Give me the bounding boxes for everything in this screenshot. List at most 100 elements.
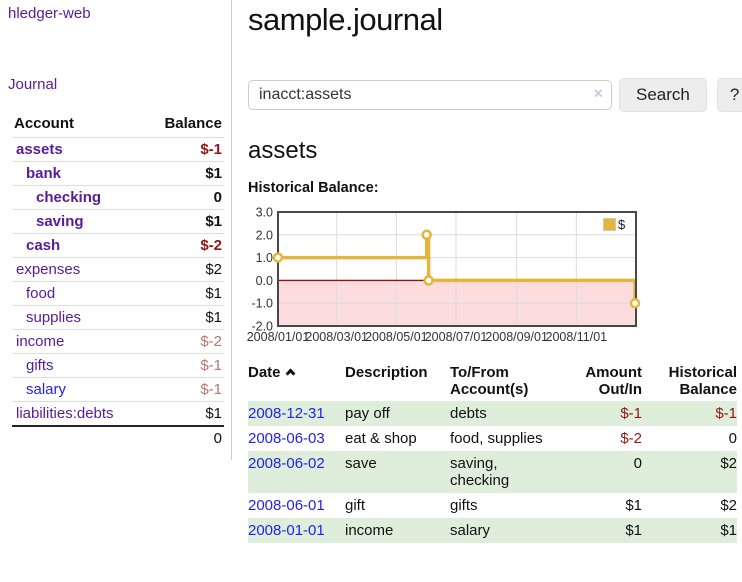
account-balance: $-1: [144, 377, 224, 402]
transaction-balance: $1: [642, 518, 737, 543]
account-balance: $-1: [144, 353, 224, 378]
transaction-description: eat & shop: [345, 430, 417, 447]
nav-journal-link[interactable]: Journal: [8, 76, 58, 93]
historical-balance-chart: 3.0 2.0 1.0 0.0 -1.0 -2.0 2008/01/01 2008/03/01…: [240, 206, 680, 347]
brand: hledger-web: [8, 5, 231, 23]
account-balance: $1: [144, 281, 224, 306]
svg-text:2008/05/01: 2008/05/01: [365, 330, 428, 344]
register-row: 2008-06-03 eat & shop food, supplies $-2…: [248, 426, 737, 451]
svg-text:2008/11/01: 2008/11/01: [546, 330, 608, 344]
account-balance: $1: [144, 401, 224, 426]
account-balance: $1: [144, 161, 224, 186]
accounts-col-account: Account: [14, 115, 74, 132]
svg-text:2008/09/01: 2008/09/01: [485, 330, 548, 344]
sidebar: hledger-web Journal Account Balance asse…: [0, 0, 232, 460]
search-help-button[interactable]: ?: [716, 78, 742, 112]
svg-text:2008/07/01: 2008/07/01: [425, 330, 488, 344]
account-balance: $1: [144, 209, 224, 234]
transaction-balance: $-1: [642, 401, 737, 426]
account-row: supplies $1: [12, 305, 224, 330]
chart-legend: $: [601, 216, 628, 233]
register-col-description: Description: [345, 364, 428, 381]
account-link-expenses[interactable]: expenses: [16, 261, 81, 278]
register-col-date[interactable]: Date: [248, 360, 345, 401]
transaction-accounts: gifts: [450, 497, 478, 514]
account-balance: $2: [144, 257, 224, 282]
transaction-description: gift: [345, 497, 366, 514]
account-row: saving $1: [12, 209, 224, 234]
transaction-accounts: saving, checking: [450, 451, 583, 493]
svg-text:2008/03/01: 2008/03/01: [305, 330, 368, 344]
transaction-date-link[interactable]: 2008-12-31: [248, 405, 325, 422]
svg-text:3.0: 3.0: [256, 206, 273, 220]
svg-text:2.0: 2.0: [256, 228, 273, 242]
account-balance: $1: [144, 305, 224, 330]
account-link-saving[interactable]: saving: [36, 213, 84, 230]
account-row: assets $-1: [12, 137, 224, 162]
svg-text:-1.0: -1.0: [251, 297, 273, 311]
register-row: 2008-01-01 income salary $1 $1: [248, 518, 737, 543]
account-link-assets[interactable]: assets: [16, 141, 63, 158]
register-header-row: Date Description To/From Account(s) Amou…: [248, 360, 737, 401]
account-row: gifts $-1: [12, 353, 224, 378]
accounts-table: Account Balance assets $-1 bank $1 check…: [12, 111, 224, 450]
clear-search-icon[interactable]: ×: [593, 85, 603, 103]
register-table: Date Description To/From Account(s) Amou…: [248, 360, 737, 543]
transaction-date-link[interactable]: 2008-01-01: [248, 522, 325, 539]
register-col-balance: Historical Balance: [668, 364, 737, 398]
account-link-food[interactable]: food: [26, 285, 56, 302]
account-link-income[interactable]: income: [16, 333, 65, 350]
transaction-description: pay off: [345, 401, 450, 426]
register-row: 2008-06-01 gift gifts $1 $2: [248, 493, 737, 518]
chart-plot: 3.0 2.0 1.0 0.0 -1.0 -2.02008/01/012008/03/01…: [247, 206, 641, 344]
chart-title: Historical Balance:: [248, 180, 379, 196]
transaction-date-link[interactable]: 2008-06-03: [248, 430, 325, 447]
search-input[interactable]: [248, 80, 612, 110]
account-row: food $1: [12, 281, 224, 306]
transaction-amount: $1: [583, 518, 642, 543]
page-title: sample.journal: [248, 2, 443, 37]
sidebar-nav: Journal: [8, 76, 231, 94]
account-link-checking[interactable]: checking: [36, 189, 102, 206]
search-button[interactable]: Search: [619, 78, 707, 112]
account-row: cash $-2: [12, 233, 224, 258]
transaction-balance: $2: [642, 451, 737, 493]
svg-text:2008/01/01: 2008/01/01: [247, 330, 310, 344]
search-bar: × Search ?: [248, 78, 742, 112]
legend-swatch-icon: [603, 218, 616, 231]
svg-text:0.0: 0.0: [256, 274, 273, 288]
register-col-amount: Amount Out/In: [585, 364, 642, 398]
transaction-date-link[interactable]: 2008-06-01: [248, 497, 325, 514]
transaction-date-link[interactable]: 2008-06-02: [248, 455, 325, 472]
svg-text:-2.0: -2.0: [251, 320, 273, 334]
transaction-amount: $-2: [620, 430, 642, 447]
hledger-web-app: hledger-web Journal Account Balance asse…: [0, 0, 742, 543]
account-link-liabilities-debts[interactable]: liabilities:debts: [16, 405, 114, 422]
account-link-salary[interactable]: salary: [26, 381, 67, 398]
brand-link[interactable]: hledger-web: [8, 5, 91, 22]
transaction-amount: $1: [625, 497, 642, 514]
transaction-balance: 0: [728, 430, 737, 447]
transaction-description: save: [345, 451, 450, 493]
account-balance: 0: [144, 185, 224, 210]
account-link-gifts[interactable]: gifts: [26, 357, 54, 374]
account-row: checking 0: [12, 185, 224, 210]
accounts-total-value: 0: [144, 425, 224, 450]
account-row: liabilities:debts $1: [12, 401, 224, 426]
account-link-bank[interactable]: bank: [26, 165, 62, 182]
account-balance: $-2: [144, 329, 224, 354]
account-page-title: assets: [248, 137, 318, 164]
register-row: 2008-12-31 pay off debts $-1 $-1: [248, 401, 737, 426]
transaction-accounts: debts: [450, 401, 583, 426]
accounts-col-balance: Balance: [164, 115, 222, 132]
account-link-supplies[interactable]: supplies: [26, 309, 82, 326]
register-col-accounts: To/From Account(s): [450, 364, 529, 398]
account-link-cash[interactable]: cash: [26, 237, 61, 254]
account-row: income $-2: [12, 329, 224, 354]
search-box: ×: [248, 80, 612, 110]
svg-text:1.0: 1.0: [256, 251, 273, 265]
transaction-accounts: food, supplies: [450, 430, 543, 447]
account-row: expenses $2: [12, 257, 224, 282]
transaction-amount: 0: [583, 451, 642, 493]
transaction-accounts: salary: [450, 518, 583, 543]
